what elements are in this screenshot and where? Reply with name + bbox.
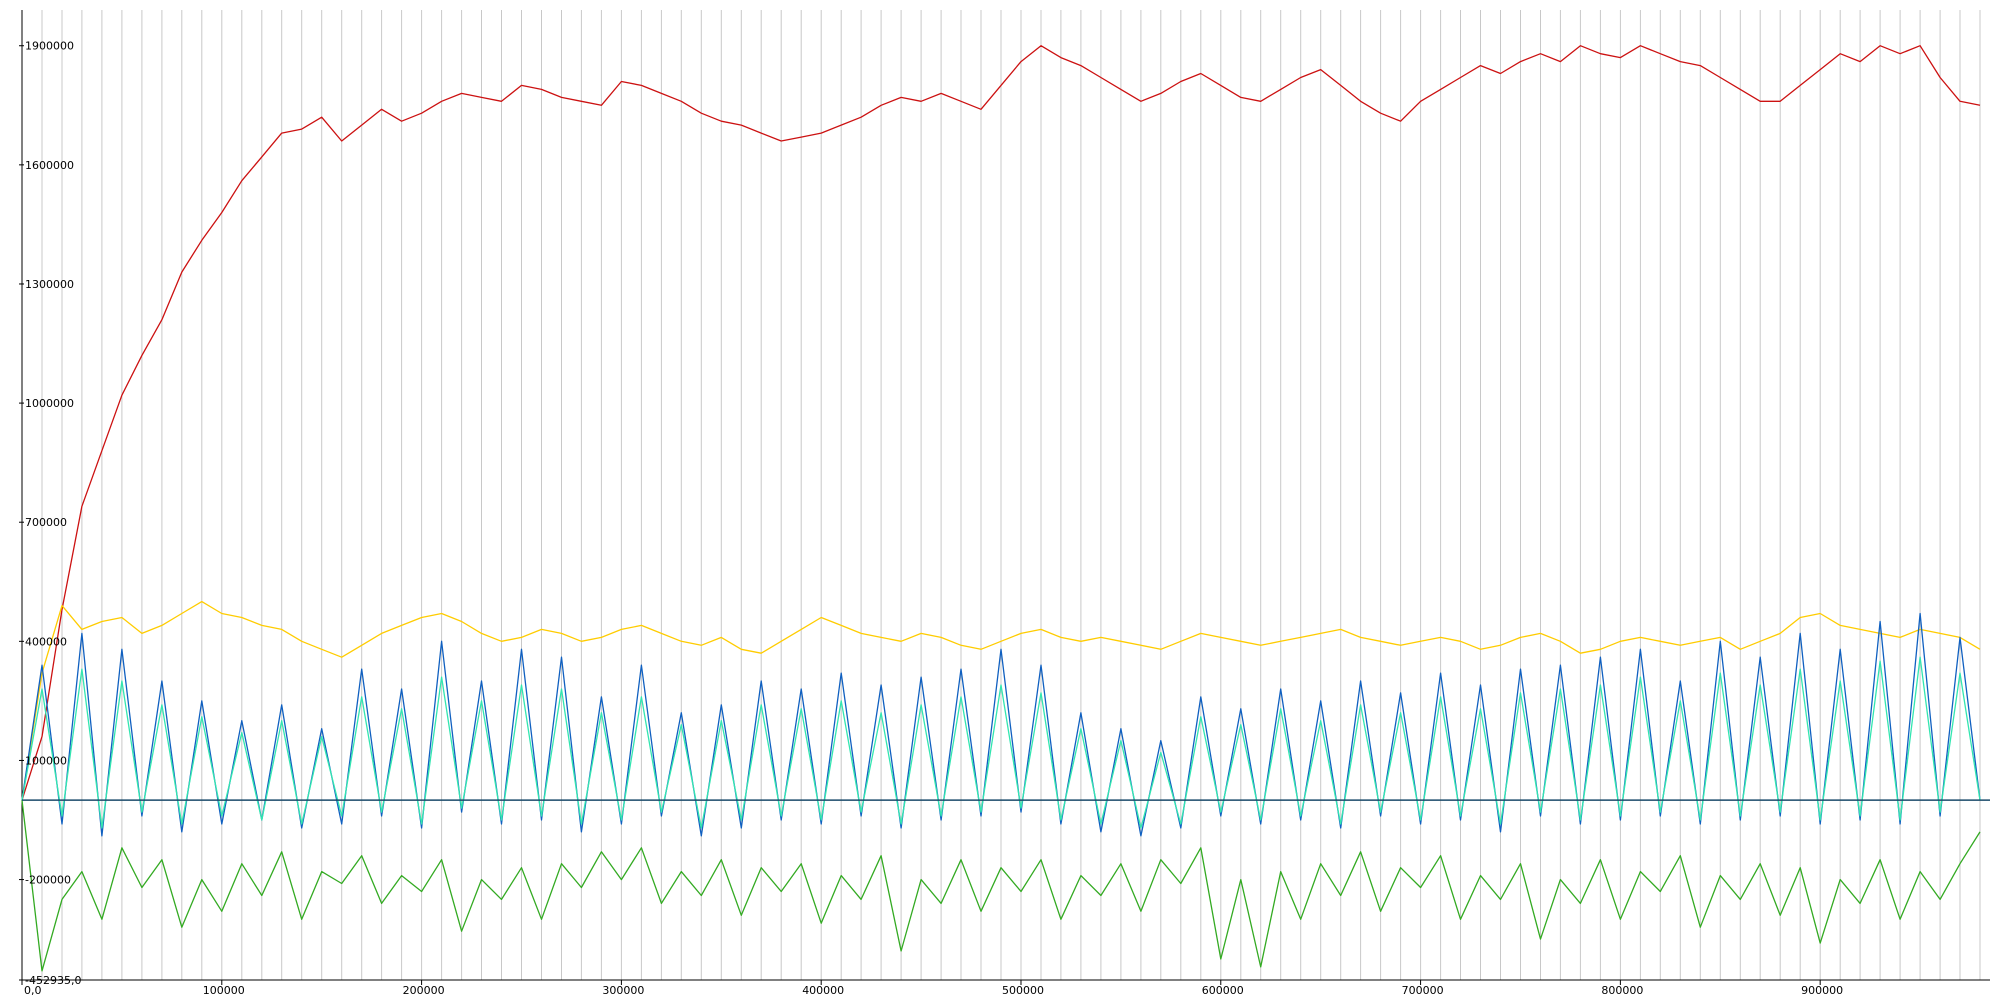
x-tick-label: 400000 — [802, 984, 844, 997]
x-tick-label: 200000 — [403, 984, 445, 997]
y-tick-label: 400000 — [25, 635, 67, 648]
x-tick-label: 600000 — [1202, 984, 1244, 997]
x-tick-label: 700000 — [1402, 984, 1444, 997]
series-line-5 — [21, 800, 1981, 972]
series-line-3 — [21, 612, 1981, 837]
x-tick-label: 800000 — [1601, 984, 1643, 997]
y-tick-label: -200000 — [25, 874, 71, 887]
y-tick-label: 100000 — [25, 754, 67, 767]
series-line-1 — [21, 45, 1981, 801]
grid-layer — [41, 10, 1981, 980]
y-tick-label: 1600000 — [25, 159, 74, 172]
y-tick-label: 1300000 — [25, 278, 74, 291]
x-tick-label: 100000 — [203, 984, 245, 997]
y-tick-label: 700000 — [25, 516, 67, 529]
x-tick-label: 0,0 — [24, 984, 42, 997]
label-layer: -452935,0 -200000 100000 400000 700000 100000… — [24, 40, 1843, 997]
y-tick-label: 1900000 — [25, 40, 74, 53]
x-tick-label: 300000 — [602, 984, 644, 997]
y-tick-label: -452935,0 — [25, 974, 81, 987]
x-tick-label: 500000 — [1002, 984, 1044, 997]
x-tick-label: 900000 — [1801, 984, 1843, 997]
y-tick-label: 1000000 — [25, 397, 74, 410]
series-line-4 — [21, 656, 1981, 829]
series-layer — [21, 45, 1990, 972]
axis-layer — [19, 10, 1990, 985]
series-line-2 — [21, 600, 1981, 801]
